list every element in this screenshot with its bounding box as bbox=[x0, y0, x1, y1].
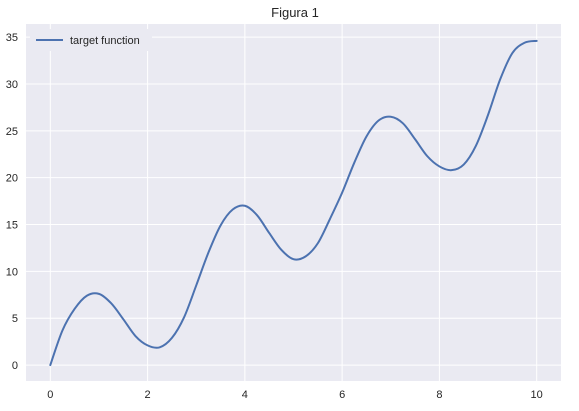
y-tick-label: 25 bbox=[6, 126, 18, 138]
grid bbox=[26, 24, 561, 381]
legend-label: target function bbox=[70, 35, 140, 47]
series-line-target-function bbox=[49, 39, 538, 367]
legend: target function bbox=[30, 29, 152, 51]
x-tick-label: 2 bbox=[145, 389, 151, 401]
chart-title: Figura 1 bbox=[271, 5, 319, 20]
x-tick-label: 10 bbox=[531, 389, 543, 401]
x-tick-label: 0 bbox=[47, 389, 53, 401]
plot-area bbox=[26, 24, 561, 381]
y-tick-label: 30 bbox=[6, 79, 18, 91]
y-tick-label: 10 bbox=[6, 266, 18, 278]
y-tick-label: 0 bbox=[12, 360, 18, 372]
y-tick-label: 35 bbox=[6, 32, 18, 44]
x-tick-label: 4 bbox=[242, 389, 248, 401]
series-layer bbox=[49, 39, 538, 367]
x-tick-label: 8 bbox=[436, 389, 442, 401]
y-tick-label: 20 bbox=[6, 173, 18, 185]
tick-labels: 0 2 4 6 8 10 0 5 10 15 20 25 30 35 bbox=[6, 32, 543, 401]
x-tick-label: 6 bbox=[339, 389, 345, 401]
legend-box bbox=[30, 29, 152, 51]
y-tick-label: 5 bbox=[12, 313, 18, 325]
y-tick-label: 15 bbox=[6, 220, 18, 232]
